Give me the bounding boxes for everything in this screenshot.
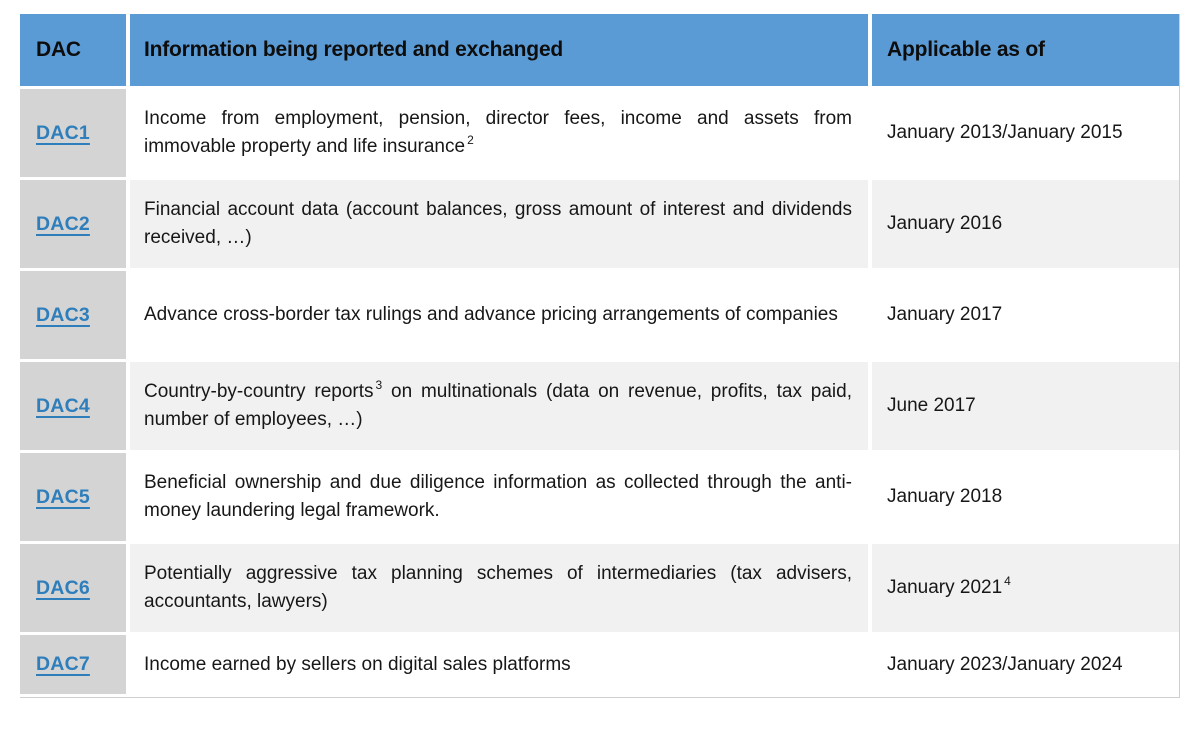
dac-link-dac3[interactable]: DAC3 xyxy=(36,303,90,326)
table-row: DAC5 Beneficial ownership and due dilige… xyxy=(20,453,1179,544)
header-cell-applicable-as-of: Applicable as of xyxy=(872,14,1179,89)
dac-cell: DAC6 xyxy=(20,544,130,635)
table-header: DAC Information being reported and excha… xyxy=(20,14,1179,89)
table-row: DAC1 Income from employment, pension, di… xyxy=(20,89,1179,180)
text-segment: January 2017 xyxy=(887,304,1003,325)
dac-link-dac6[interactable]: DAC6 xyxy=(36,576,90,599)
dac-table-frame: DAC Information being reported and excha… xyxy=(20,14,1180,698)
table-row: DAC2 Financial account data (account bal… xyxy=(20,180,1179,271)
date-cell: January 2016 xyxy=(872,180,1179,271)
dac-link-dac2[interactable]: DAC2 xyxy=(36,212,90,235)
table-row: DAC4 Country-by-country reports 3 on mult… xyxy=(20,362,1179,453)
dac-cell: DAC3 xyxy=(20,271,130,362)
date-cell: January 2018 xyxy=(872,453,1179,544)
header-cell-information: Information being reported and exchanged xyxy=(130,14,872,89)
text-segment: January 2016 xyxy=(887,213,1003,234)
table-row: DAC3 Advance cross-border tax rulings an… xyxy=(20,271,1179,362)
text-segment: Advance cross-border tax rulings and adv… xyxy=(144,304,838,326)
dac-link-dac4[interactable]: DAC4 xyxy=(36,394,90,417)
text-segment: Potentially aggressive tax planning sche… xyxy=(144,563,852,612)
info-cell: Income earned by sellers on digital sale… xyxy=(130,635,872,697)
date-cell: June 2017 xyxy=(872,362,1179,453)
dac-cell: DAC5 xyxy=(20,453,130,544)
dac-cell: DAC7 xyxy=(20,635,130,697)
table-row: DAC6 Potentially aggressive tax planning… xyxy=(20,544,1179,635)
document-page: DAC Information being reported and excha… xyxy=(20,14,1180,698)
header-row: DAC Information being reported and excha… xyxy=(20,14,1179,89)
text-segment: Income from employment, pension, directo… xyxy=(144,108,852,157)
dac-cell: DAC4 xyxy=(20,362,130,453)
header-cell-dac: DAC xyxy=(20,14,130,89)
text-segment: Country-by-country reports xyxy=(144,381,374,403)
text-segment: January 2023/January 2024 xyxy=(887,653,1123,675)
footnote-reference: 4 xyxy=(1004,573,1011,588)
text-segment: Beneficial ownership and due diligence i… xyxy=(144,472,852,521)
text-segment: January 2021 xyxy=(887,577,1003,598)
info-cell: Financial account data (account balances… xyxy=(130,180,872,271)
table-row: DAC7 Income earned by sellers on digital… xyxy=(20,635,1179,697)
dac-link-dac5[interactable]: DAC5 xyxy=(36,485,90,508)
text-segment: on multinationals (data on revenue, prof… xyxy=(144,381,853,430)
info-cell: Potentially aggressive tax planning sche… xyxy=(130,544,872,635)
info-cell: Beneficial ownership and due diligence i… xyxy=(130,453,872,544)
footnote-reference: 3 xyxy=(375,378,383,393)
info-cell: Advance cross-border tax rulings and adv… xyxy=(130,271,872,362)
dac-cell: DAC1 xyxy=(20,89,130,180)
dac-link-dac1[interactable]: DAC1 xyxy=(36,121,90,144)
footnote-reference: 2 xyxy=(467,132,474,147)
text-segment: Income earned by sellers on digital sale… xyxy=(144,653,571,675)
info-cell: Country-by-country reports 3 on multinati… xyxy=(130,362,872,453)
table-body: DAC1 Income from employment, pension, di… xyxy=(20,89,1179,697)
info-cell: Income from employment, pension, directo… xyxy=(130,89,872,180)
text-segment: June 2017 xyxy=(887,395,976,416)
text-segment: Financial account data (account balances… xyxy=(144,199,852,248)
date-cell: January 2013/January 2015 xyxy=(872,89,1179,180)
dac-table: DAC Information being reported and excha… xyxy=(20,14,1179,697)
text-segment: January 2013/January 2015 xyxy=(887,122,1123,143)
date-cell: January 2021 4 xyxy=(872,544,1179,635)
dac-cell: DAC2 xyxy=(20,180,130,271)
text-segment: January 2018 xyxy=(887,486,1003,507)
date-cell: January 2017 xyxy=(872,271,1179,362)
date-cell: January 2023/January 2024 xyxy=(872,635,1179,697)
dac-link-dac7[interactable]: DAC7 xyxy=(36,653,90,675)
